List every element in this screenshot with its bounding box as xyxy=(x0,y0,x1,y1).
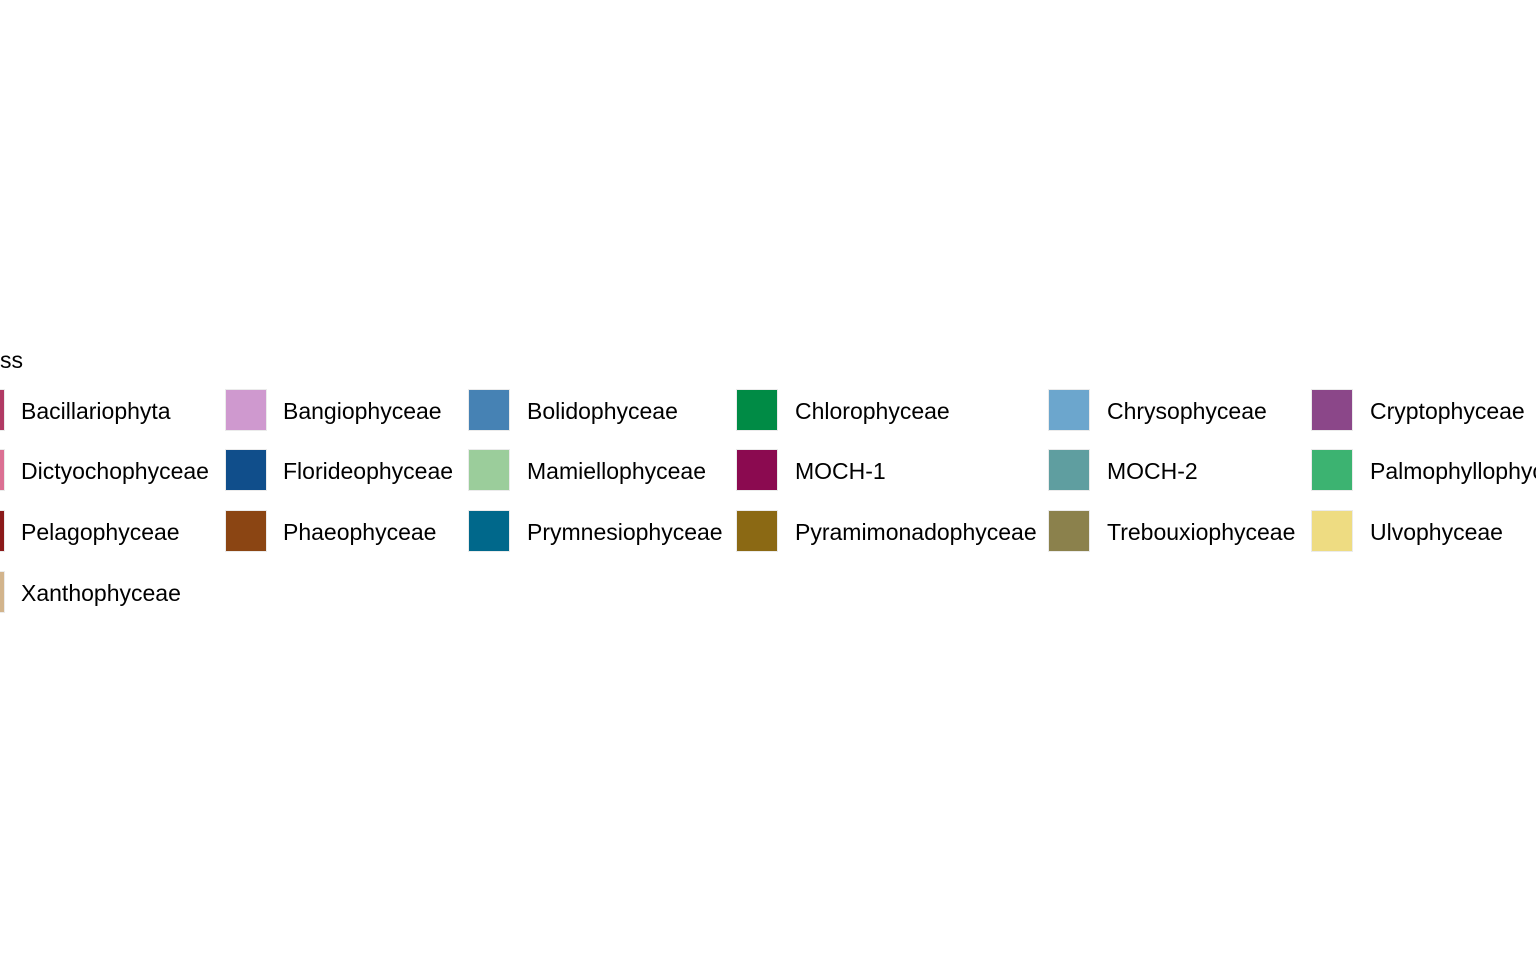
legend-label: Phaeophyceae xyxy=(283,519,437,545)
legend-swatch xyxy=(0,571,5,613)
legend-swatch xyxy=(1048,449,1090,491)
legend-label: Prymnesiophyceae xyxy=(527,519,723,545)
legend-swatch xyxy=(1311,449,1353,491)
legend-label: Mamiellophyceae xyxy=(527,458,706,484)
legend-label: MOCH-1 xyxy=(795,458,886,484)
legend-label: Ulvophyceae xyxy=(1370,519,1503,545)
legend-label: Bolidophyceae xyxy=(527,398,678,424)
legend-label: Bangiophyceae xyxy=(283,398,442,424)
legend-swatch xyxy=(1048,389,1090,431)
legend-label: Bacillariophyta xyxy=(21,398,171,424)
legend-swatch xyxy=(1311,389,1353,431)
legend-title: ss xyxy=(0,347,23,373)
legend-label: MOCH-2 xyxy=(1107,458,1198,484)
legend-swatch xyxy=(468,449,510,491)
legend-label: Palmophyllophyc xyxy=(1370,458,1536,484)
legend-label: Florideophyceae xyxy=(283,458,454,484)
legend-swatch xyxy=(225,449,267,491)
legend-swatch xyxy=(736,449,778,491)
legend-label: Cryptophyceae xyxy=(1370,398,1525,424)
legend-label: Chlorophyceae xyxy=(795,398,950,424)
legend-swatch xyxy=(0,510,5,552)
legend-swatch xyxy=(736,389,778,431)
legend-swatch xyxy=(0,389,5,431)
legend-label: Xanthophyceae xyxy=(21,580,181,606)
legend-swatch xyxy=(468,510,510,552)
legend-swatch xyxy=(225,510,267,552)
legend-label: Chrysophyceae xyxy=(1107,398,1267,424)
legend-swatch xyxy=(736,510,778,552)
legend-swatch xyxy=(1048,510,1090,552)
legend-label: Pyramimonadophyceae xyxy=(795,519,1037,545)
legend-swatch xyxy=(225,389,267,431)
legend-label: Trebouxiophyceae xyxy=(1107,519,1296,545)
legend-label: Pelagophyceae xyxy=(21,519,180,545)
legend-swatch xyxy=(0,449,5,491)
legend-swatch xyxy=(468,389,510,431)
legend-label: Dictyochophyceae xyxy=(21,458,209,484)
legend-swatch xyxy=(1311,510,1353,552)
